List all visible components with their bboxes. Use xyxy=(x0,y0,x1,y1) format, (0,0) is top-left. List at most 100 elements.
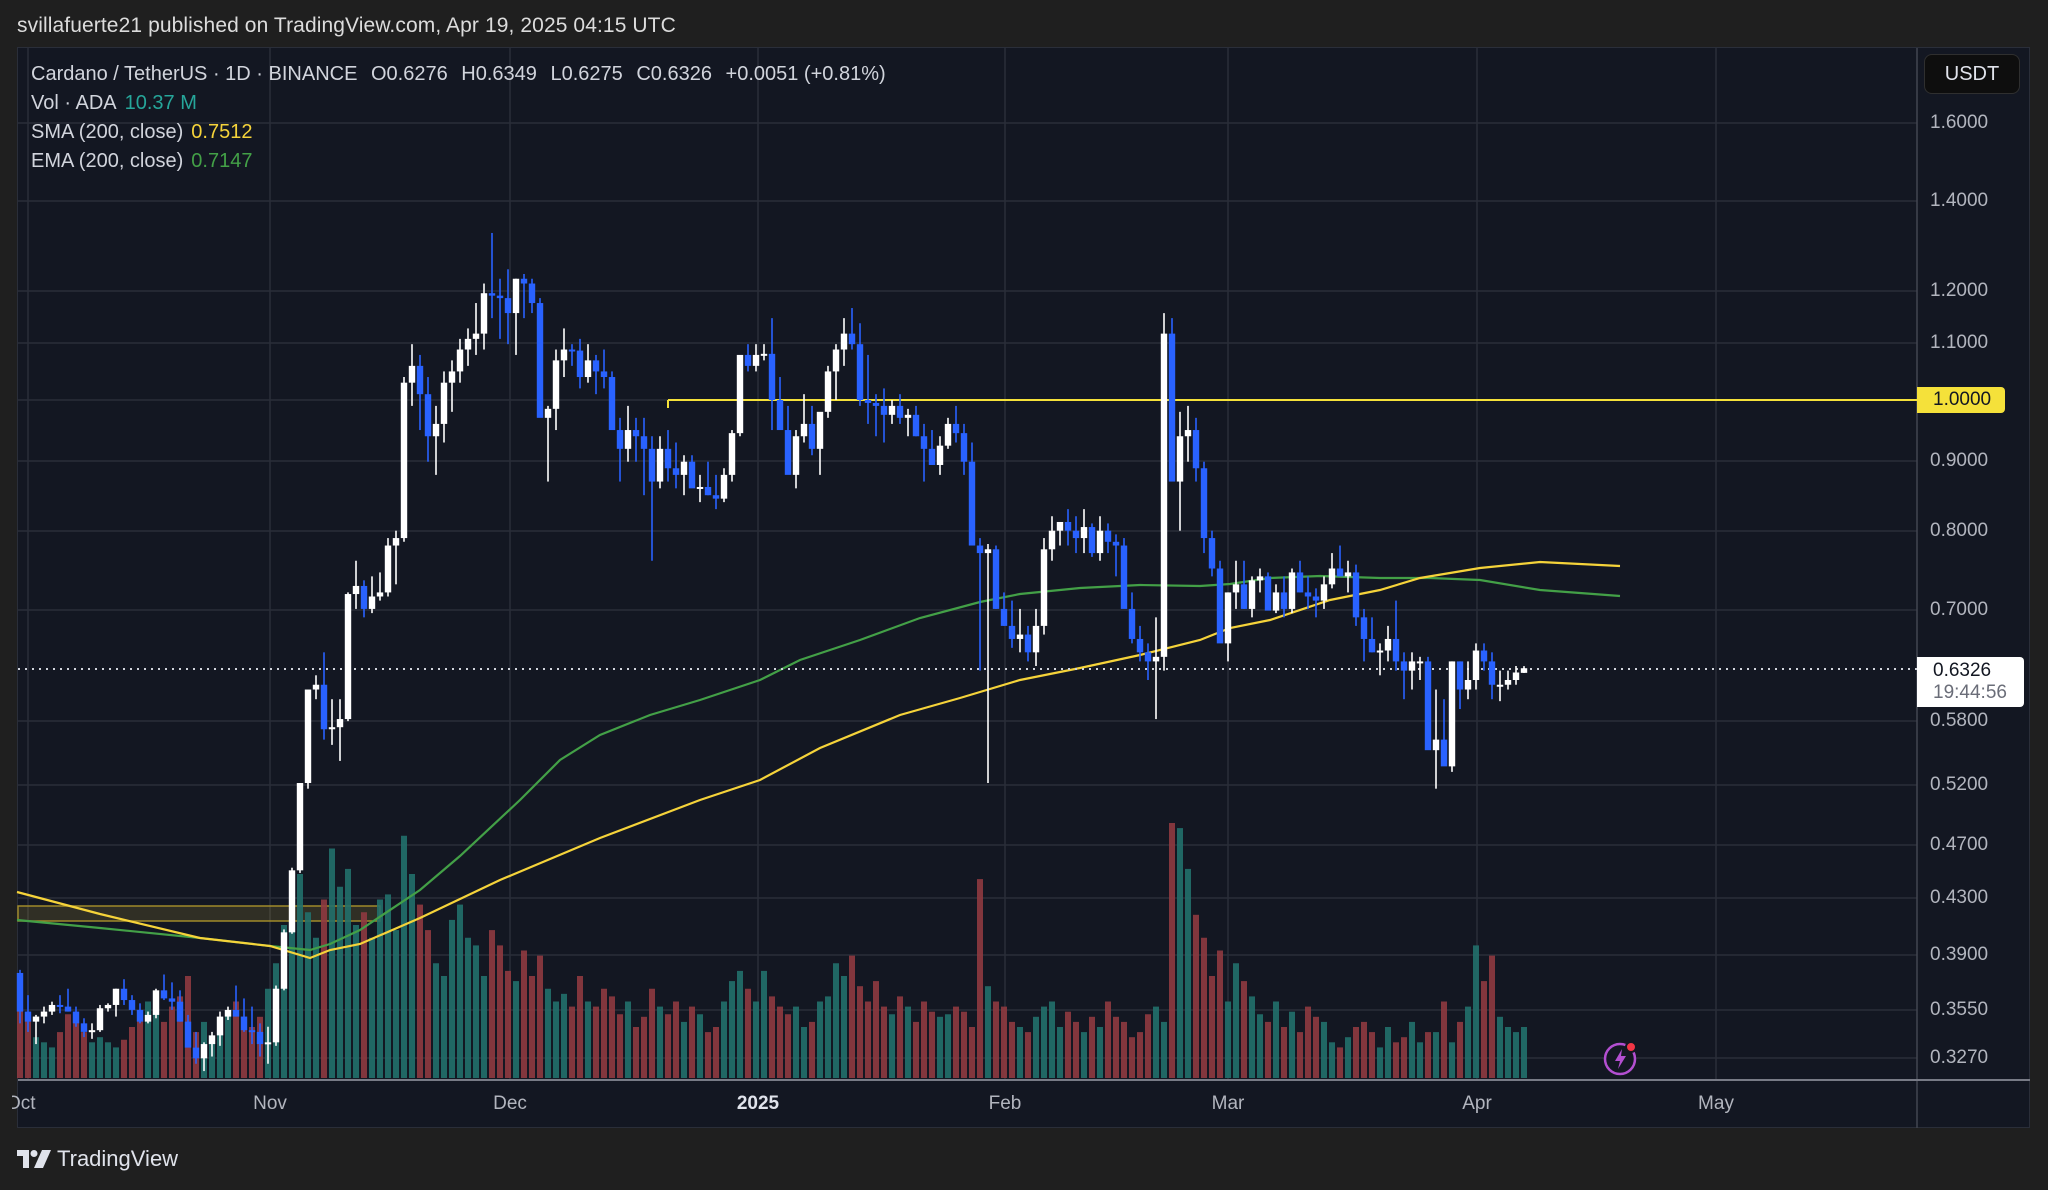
volume-bar xyxy=(313,937,319,1078)
price-tick-label: 0.3550 xyxy=(1930,999,1989,1020)
candle-down xyxy=(912,414,920,437)
candle-up xyxy=(432,423,440,437)
volume-bar xyxy=(1161,1021,1167,1078)
candle-down xyxy=(1488,661,1496,685)
candle-up xyxy=(408,365,416,383)
volume-bar xyxy=(1401,1037,1407,1078)
volume-bar xyxy=(1289,1011,1295,1078)
currency-button[interactable]: USDT xyxy=(1924,54,2020,94)
volume-bar xyxy=(617,1014,623,1078)
volume-bar xyxy=(769,996,775,1078)
volume-bar xyxy=(129,1027,135,1078)
candle-up xyxy=(216,1016,224,1036)
volume-row[interactable]: Vol · ADA 10.37 M xyxy=(31,92,197,114)
candle-up xyxy=(480,293,488,334)
candle-up xyxy=(344,594,352,720)
volume-bar xyxy=(849,955,855,1078)
volume-bar xyxy=(249,1027,255,1078)
candle-up xyxy=(368,596,376,609)
candle-down xyxy=(1008,625,1016,639)
candle-down xyxy=(664,448,672,469)
candle-up xyxy=(696,486,704,489)
candle-up xyxy=(840,333,848,350)
volume-bar xyxy=(785,1014,791,1078)
candle-up xyxy=(552,360,560,409)
volume-bar xyxy=(1113,1016,1119,1078)
candle-up xyxy=(544,408,552,418)
candle-up xyxy=(1504,680,1512,685)
ema-row[interactable]: EMA (200, close) 0.7147 xyxy=(31,150,253,172)
ohlc-high: 0.6349 xyxy=(475,63,537,85)
volume-bar xyxy=(1473,945,1479,1078)
candle-down xyxy=(712,495,720,499)
volume-bar xyxy=(1209,976,1215,1078)
volume-bar xyxy=(1105,1001,1111,1078)
candle-down xyxy=(1024,634,1032,653)
volume-bar xyxy=(1073,1021,1079,1078)
sma-row[interactable]: SMA (200, close) 0.7512 xyxy=(31,121,253,143)
volume-bar xyxy=(657,1006,663,1078)
candle-down xyxy=(184,1021,192,1048)
volume-bar xyxy=(353,925,359,1078)
candle-up xyxy=(144,1014,152,1022)
volume-bar xyxy=(977,879,983,1078)
volume-bar xyxy=(1129,1037,1135,1078)
ohlc-low: 0.6275 xyxy=(561,63,623,85)
volume-bar xyxy=(89,1042,95,1078)
volume-bar xyxy=(777,1006,783,1078)
volume-bar xyxy=(761,970,767,1078)
volume-bar xyxy=(577,976,583,1078)
ohlc-open: 0.6276 xyxy=(386,63,448,85)
candle-down xyxy=(1136,638,1144,653)
volume-bar xyxy=(49,1047,55,1078)
candle-down xyxy=(1312,596,1320,601)
volume-bar xyxy=(985,986,991,1078)
volume-bar xyxy=(401,835,407,1078)
candle-down xyxy=(1240,584,1248,609)
candle-down xyxy=(848,333,856,345)
alert-flash-button[interactable] xyxy=(1603,1040,1639,1076)
candle-down xyxy=(1104,530,1112,542)
volume-bar xyxy=(1265,1021,1271,1078)
candle-down xyxy=(1088,527,1096,554)
volume-bar xyxy=(713,1027,719,1078)
volume-bar xyxy=(833,963,839,1078)
candle-up xyxy=(904,414,912,418)
volume-bar xyxy=(569,1006,575,1078)
candle-down xyxy=(880,405,888,415)
price-tick-label: 0.9000 xyxy=(1930,450,1989,471)
volume-bar xyxy=(217,1032,223,1078)
volume-bar xyxy=(1017,1027,1023,1078)
volume-bar xyxy=(177,996,183,1078)
volume-bar xyxy=(489,930,495,1078)
time-tick-label: Dec xyxy=(493,1093,527,1114)
candle-up xyxy=(352,585,360,595)
volume-bar xyxy=(25,1014,31,1078)
chart-legend: Cardano / TetherUS · 1D · BINANCE O0.627… xyxy=(31,60,886,176)
volume-bar xyxy=(1425,1032,1431,1078)
volume-bar xyxy=(561,993,567,1078)
chart-frame[interactable] xyxy=(17,47,2030,1128)
time-tick-label: Apr xyxy=(1462,1093,1492,1114)
volume-bar xyxy=(281,925,287,1078)
candle-down xyxy=(608,377,616,431)
candle-down xyxy=(968,461,976,546)
volume-bar xyxy=(801,1027,807,1078)
candle-down xyxy=(424,394,432,437)
candle-up xyxy=(400,382,408,539)
candle-down xyxy=(992,549,1000,609)
symbol-title[interactable]: Cardano / TetherUS · 1D · BINANCE xyxy=(31,63,358,85)
volume-bar xyxy=(1097,1027,1103,1078)
tradingview-logo[interactable]: TradingView xyxy=(17,1146,178,1172)
candle-up xyxy=(1056,521,1064,531)
price-tick-label: 1.6000 xyxy=(1930,112,1989,133)
candle-up xyxy=(1288,572,1296,609)
candle-up xyxy=(224,1009,232,1017)
candle-up xyxy=(304,689,312,784)
candle-up xyxy=(296,783,304,871)
volume-bar xyxy=(137,1016,143,1078)
volume-bar xyxy=(225,1011,231,1078)
volume-bar xyxy=(1177,828,1183,1078)
volume-bar xyxy=(729,981,735,1078)
